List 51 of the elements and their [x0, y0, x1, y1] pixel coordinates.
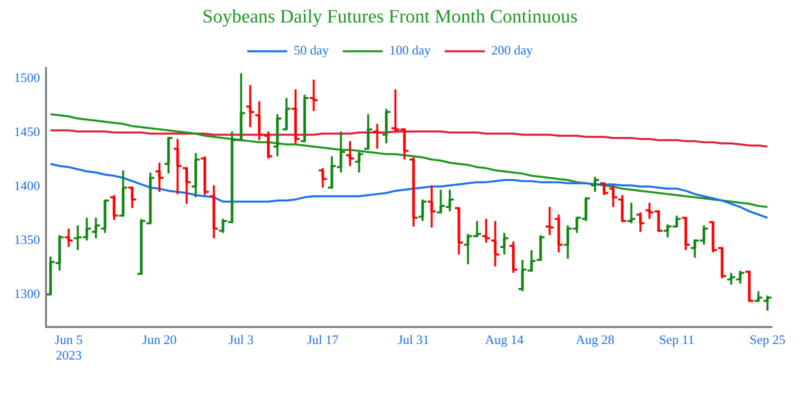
candlestick [590, 176, 600, 193]
x-tick-label: Sep 25 [750, 332, 786, 348]
x-tick-label: Jun 20 [142, 332, 177, 348]
legend-label: 100 day [389, 42, 432, 58]
chart-title: Soybeans Daily Futures Front Month Continuous [202, 6, 578, 28]
x-tick-label: Jul 31 [398, 332, 430, 348]
candlestick [64, 228, 74, 248]
x-tick-label: Jun 5 2023 [54, 332, 83, 363]
legend-label: 50 day [294, 42, 330, 58]
candlestick [499, 232, 510, 256]
candlestick [372, 122, 382, 150]
candlestick [762, 294, 772, 312]
candlestick [608, 184, 618, 208]
candlestick [290, 88, 301, 144]
x-tick-label: Sep 11 [659, 332, 694, 348]
candlestick [90, 216, 101, 240]
y-tick-label: 1350 [14, 232, 40, 247]
candlestick [109, 194, 120, 221]
x-tick-label: Aug 14 [484, 332, 524, 348]
candlestick [481, 218, 492, 244]
candlestick [172, 138, 183, 196]
candlestick [318, 167, 328, 189]
y-tick-label: 1300 [14, 286, 40, 301]
candlestick [635, 211, 646, 233]
candlestick [554, 214, 564, 254]
candlestick [544, 206, 555, 236]
x-tick-label: Jul 3 [228, 332, 254, 348]
candlestick [490, 220, 500, 268]
candlestick [381, 108, 392, 144]
candlestick [726, 272, 736, 286]
candlestick [354, 150, 364, 174]
candlestick [626, 202, 636, 224]
y-tick-label: 1400 [14, 178, 40, 193]
candlestick [245, 84, 256, 128]
candlestick [308, 78, 319, 112]
y-tick-label: 1450 [14, 124, 40, 139]
candlestick [408, 156, 419, 228]
candlestick [208, 184, 219, 240]
legend-label: 200 day [491, 42, 534, 58]
candlestick [426, 184, 437, 229]
candlestick [735, 270, 746, 285]
candlestick [418, 198, 428, 222]
candlestick [200, 155, 210, 196]
candlestick [272, 113, 282, 158]
x-tick-label: Aug 28 [576, 332, 614, 348]
candlestick [190, 152, 201, 198]
candlestick [508, 240, 518, 274]
candlestick [345, 140, 356, 168]
x-tick-label: Jul 17 [307, 332, 339, 348]
candlestick [154, 162, 164, 193]
y-tick-label: 1500 [14, 70, 40, 86]
